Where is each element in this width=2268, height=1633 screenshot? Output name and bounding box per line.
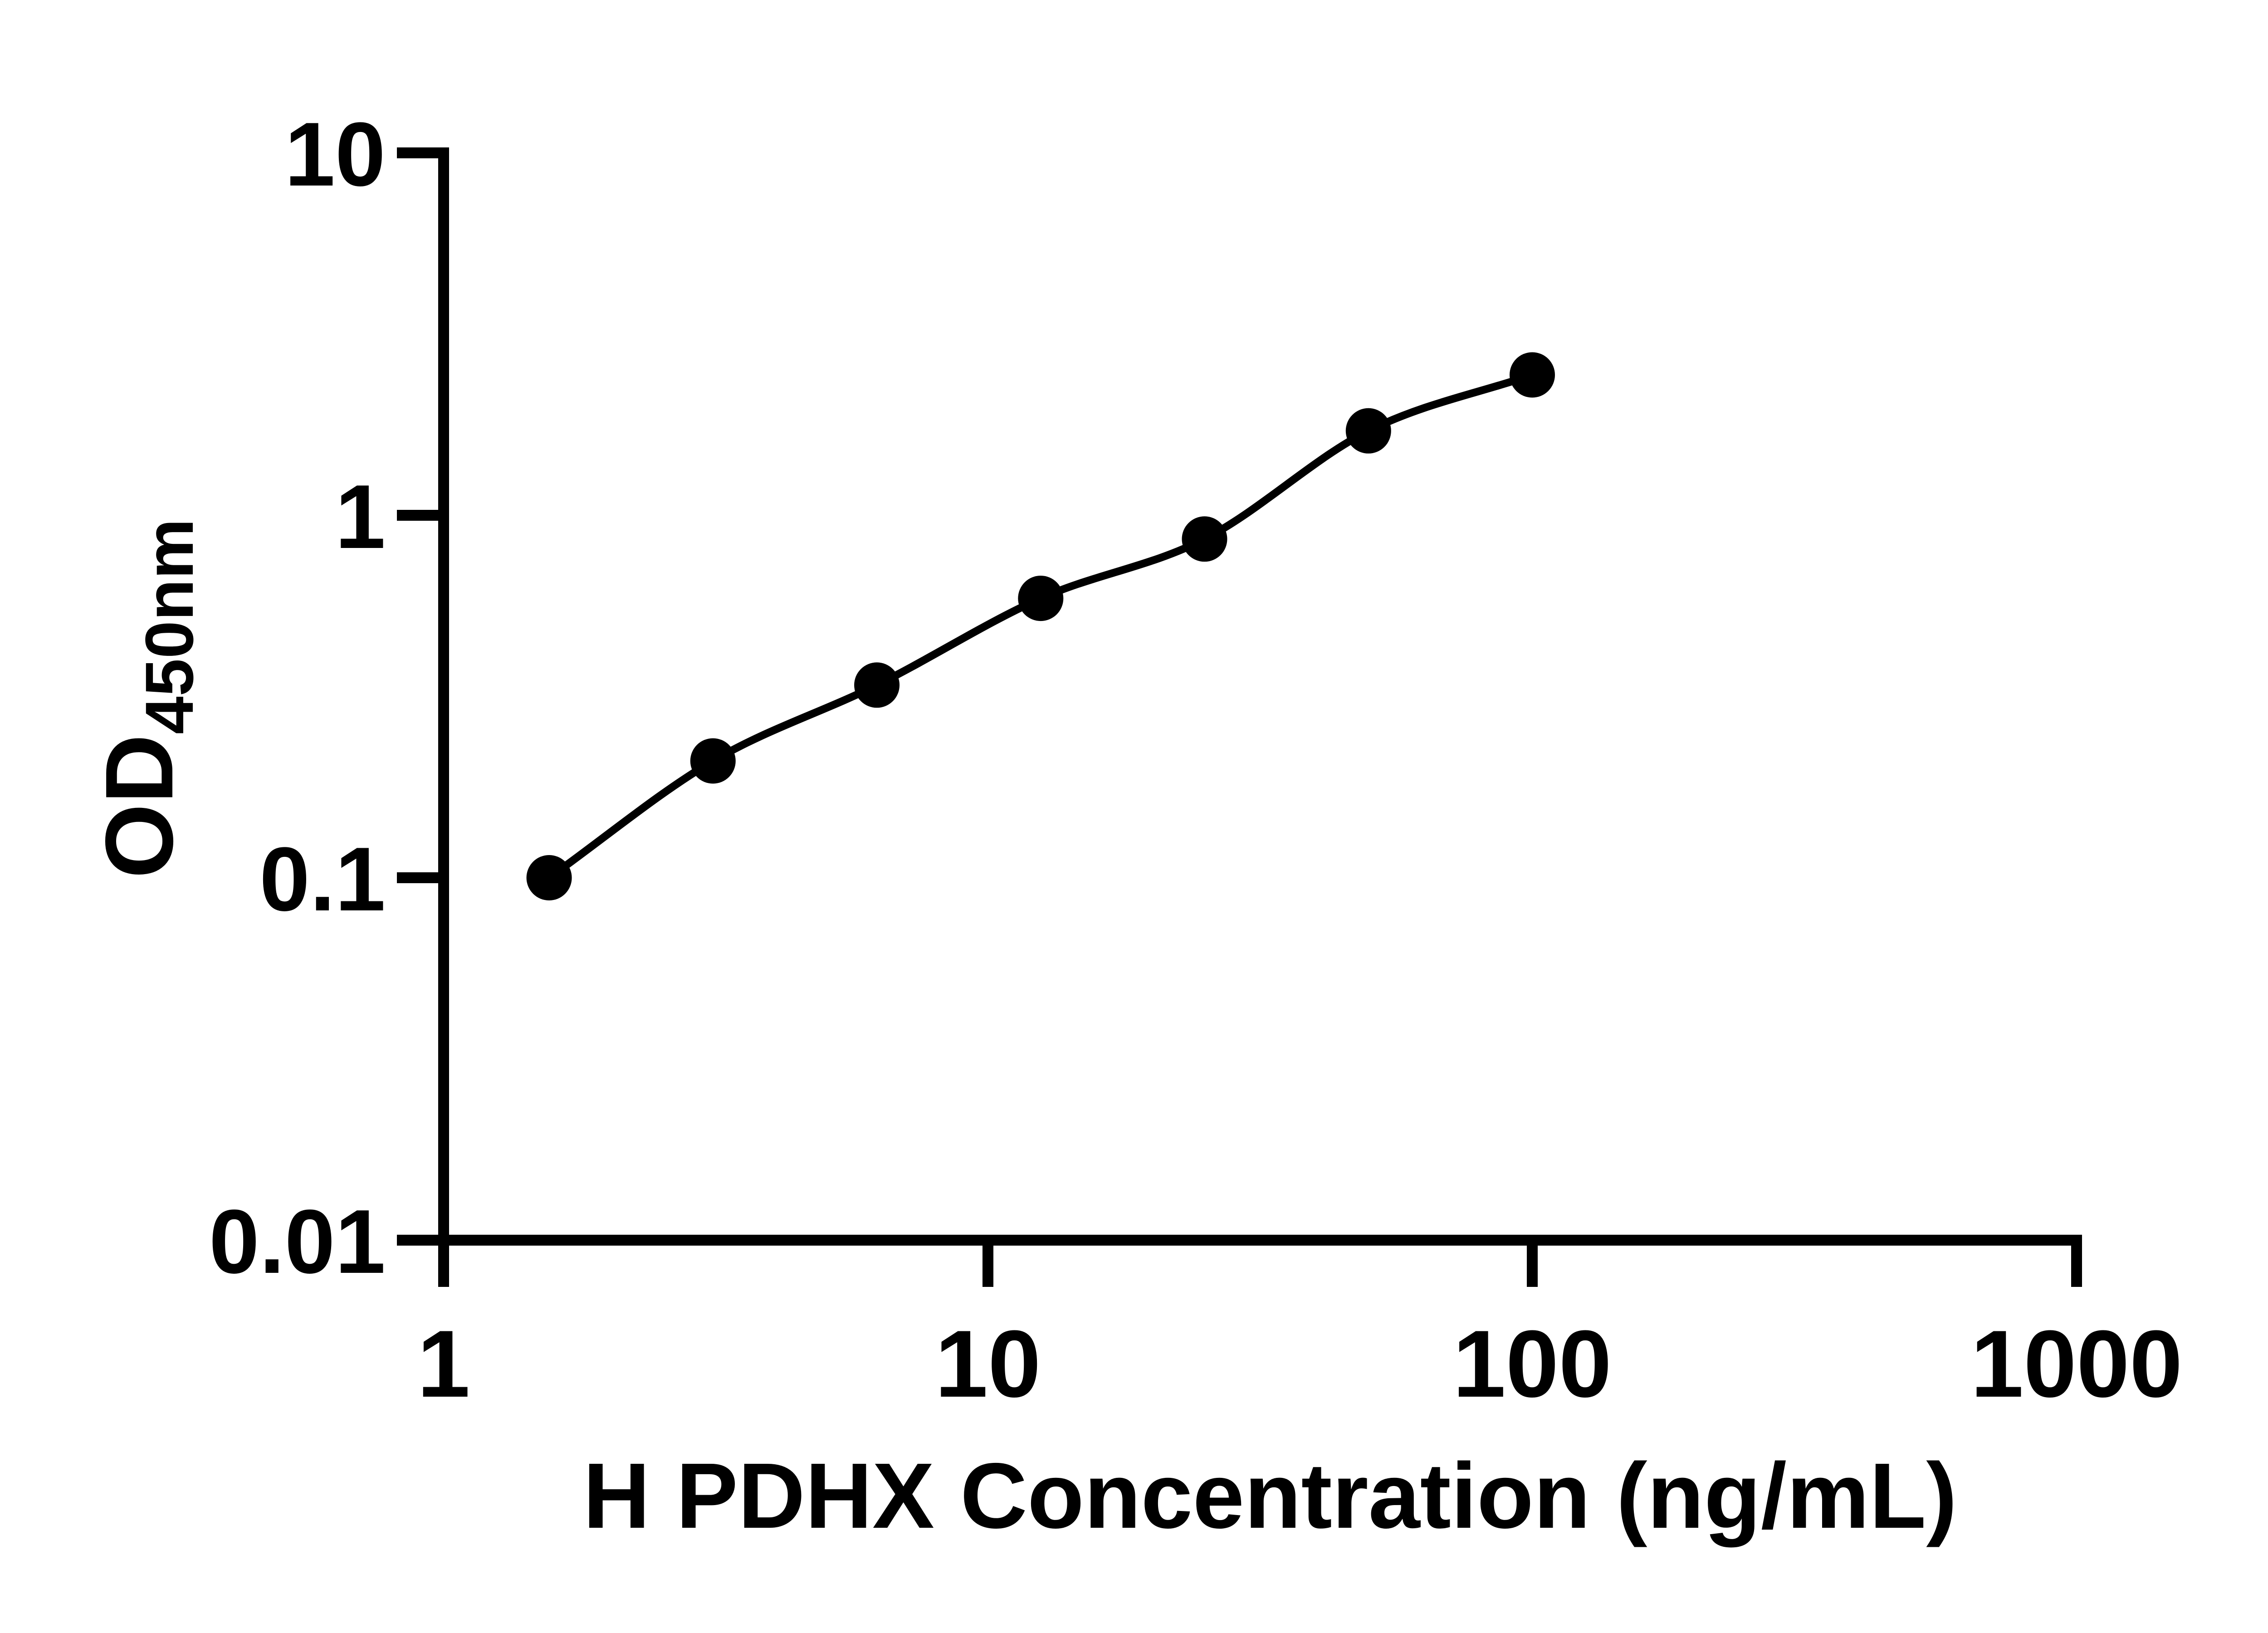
x-tick-label: 1000	[1970, 1310, 2182, 1417]
tick-labels-layer: 10 1 0.1 0.01 1 10 100 1000	[209, 104, 2183, 1417]
x-tick-label: 100	[1453, 1310, 1612, 1417]
data-point	[690, 738, 736, 784]
data-point	[1345, 408, 1391, 454]
x-tick-label: 1	[417, 1310, 470, 1417]
standard-curve-layer	[547, 371, 1534, 881]
x-tick-label: 10	[935, 1310, 1041, 1417]
y-tick-label: 0.01	[209, 1191, 386, 1292]
axes-layer	[397, 147, 2082, 1287]
data-point	[1018, 576, 1064, 621]
data-point	[526, 855, 572, 900]
x-axis-title: H PDHX Concentration (ng/mL)	[583, 1444, 1957, 1548]
standard-curve-line	[547, 371, 1534, 881]
data-point	[1510, 352, 1555, 398]
y-tick-label: 10	[285, 104, 386, 205]
data-point	[854, 662, 900, 708]
data-points-layer	[526, 352, 1555, 900]
y-tick-label: 0.1	[259, 829, 386, 930]
y-axis-title: OD450nm	[85, 518, 207, 878]
y-axis-title-main: OD	[85, 734, 193, 879]
data-point	[1182, 516, 1227, 562]
y-axis-title-subscript: 450nm	[131, 518, 207, 734]
y-tick-label: 1	[335, 466, 386, 567]
